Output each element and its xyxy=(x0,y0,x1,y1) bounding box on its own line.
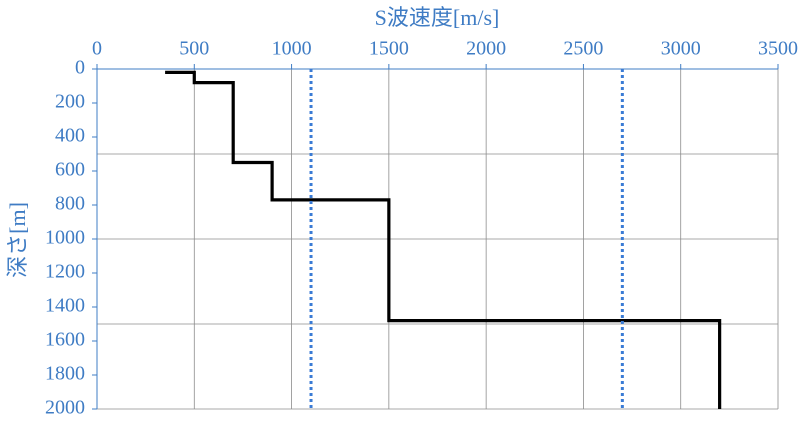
x-tick-label: 500 xyxy=(179,38,209,60)
x-tick-label: 2500 xyxy=(563,38,603,60)
y-tick-label: 1200 xyxy=(45,261,85,283)
y-tick-label: 1000 xyxy=(45,227,85,249)
x-tick-label: 1500 xyxy=(369,38,409,60)
y-tick-label: 1400 xyxy=(45,295,85,317)
y-tick-label: 0 xyxy=(75,57,85,79)
x-tick-label: 3000 xyxy=(661,38,701,60)
x-axis-title: S波速度[m/s] xyxy=(375,5,500,30)
y-tick-label: 1800 xyxy=(45,363,85,385)
y-tick-label: 200 xyxy=(55,91,85,113)
x-tick-label: 2000 xyxy=(466,38,506,60)
x-tick-label: 3500 xyxy=(758,38,798,60)
y-axis-title: 深さ[m] xyxy=(5,202,30,278)
y-tick-label: 400 xyxy=(55,125,85,147)
x-tick-label: 0 xyxy=(92,38,102,60)
y-tick-label: 800 xyxy=(55,193,85,215)
y-tick-label: 2000 xyxy=(45,397,85,419)
y-tick-label: 1600 xyxy=(45,329,85,351)
x-tick-label: 1000 xyxy=(272,38,312,60)
series-line xyxy=(165,70,722,409)
y-tick-label: 600 xyxy=(55,159,85,181)
